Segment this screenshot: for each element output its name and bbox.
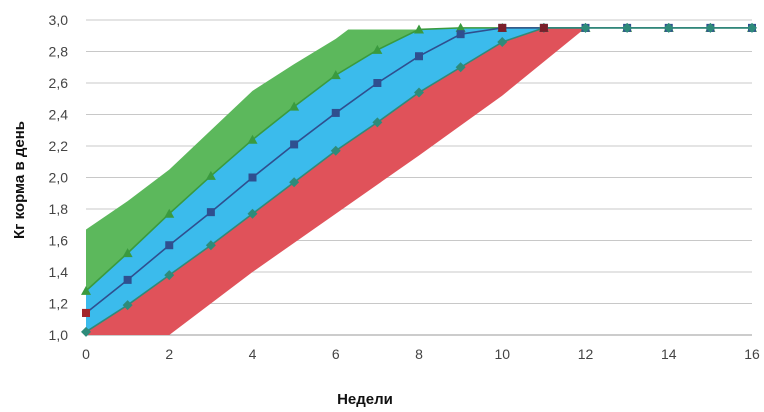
data-point <box>330 145 341 156</box>
x-tick-label: 4 <box>249 346 257 362</box>
data-point <box>373 79 382 87</box>
data-point <box>331 108 340 117</box>
y-tick-label: 1,0 <box>49 327 69 343</box>
y-tick-label: 1,6 <box>49 233 69 249</box>
data-point <box>290 140 299 149</box>
x-tick-label: 16 <box>744 346 760 362</box>
data-point <box>81 285 91 295</box>
y-tick-label: 2,0 <box>49 170 69 186</box>
data-point <box>498 23 507 32</box>
x-tick-label: 8 <box>415 346 423 362</box>
data-point <box>415 52 423 61</box>
series-markers <box>81 22 757 337</box>
data-point <box>205 170 216 180</box>
data-point <box>455 62 466 73</box>
data-point <box>164 270 175 281</box>
x-tick-label: 14 <box>661 346 677 362</box>
data-point <box>455 22 466 32</box>
data-point <box>164 208 175 218</box>
data-point <box>247 134 258 144</box>
data-point <box>663 22 674 33</box>
data-point <box>372 44 383 54</box>
y-tick-label: 2,6 <box>49 75 69 91</box>
x-tick-label: 10 <box>494 346 510 362</box>
x-tick-label: 2 <box>165 346 173 362</box>
data-point <box>497 37 508 48</box>
x-axis-title: Недели <box>337 391 393 408</box>
y-tick-label: 3,0 <box>49 12 69 28</box>
y-tick-label: 1,8 <box>49 201 69 217</box>
range-bands <box>86 27 586 335</box>
y-tick-label: 2,4 <box>49 107 69 123</box>
data-point <box>372 117 383 128</box>
data-point <box>456 30 465 39</box>
data-point <box>248 173 257 182</box>
data-point <box>289 101 300 111</box>
data-point <box>206 208 215 217</box>
data-point <box>122 300 133 311</box>
data-point <box>82 308 90 317</box>
y-tick-label: 2,8 <box>49 44 69 60</box>
data-point <box>539 23 548 32</box>
data-point <box>330 70 341 80</box>
data-point <box>414 24 424 34</box>
data-point <box>205 240 216 251</box>
range-band <box>86 27 586 335</box>
data-point <box>622 22 633 33</box>
data-point <box>165 241 174 250</box>
range-band <box>86 27 586 332</box>
y-axis-title: Кг корма в день <box>11 121 28 239</box>
data-point <box>289 177 300 188</box>
y-tick-label: 2,2 <box>49 138 69 154</box>
data-point <box>747 22 757 33</box>
x-tick-label: 6 <box>332 346 340 362</box>
data-point <box>123 275 132 284</box>
data-point <box>414 87 424 98</box>
x-axis-ticks: 0 2 4 6 8 10 12 14 16 <box>82 346 760 362</box>
data-point <box>247 208 258 219</box>
y-axis-ticks: 1,0 1,2 1,4 1,6 1,8 2,0 2,2 2,4 2,6 2,8 3,0 <box>49 12 69 343</box>
y-tick-label: 1,4 <box>49 264 69 280</box>
data-point <box>122 248 133 258</box>
y-tick-label: 1,2 <box>49 296 69 312</box>
data-point <box>81 326 91 337</box>
x-tick-label: 12 <box>578 346 594 362</box>
x-tick-label: 0 <box>82 346 90 362</box>
data-point <box>705 22 716 33</box>
data-point <box>580 22 591 33</box>
